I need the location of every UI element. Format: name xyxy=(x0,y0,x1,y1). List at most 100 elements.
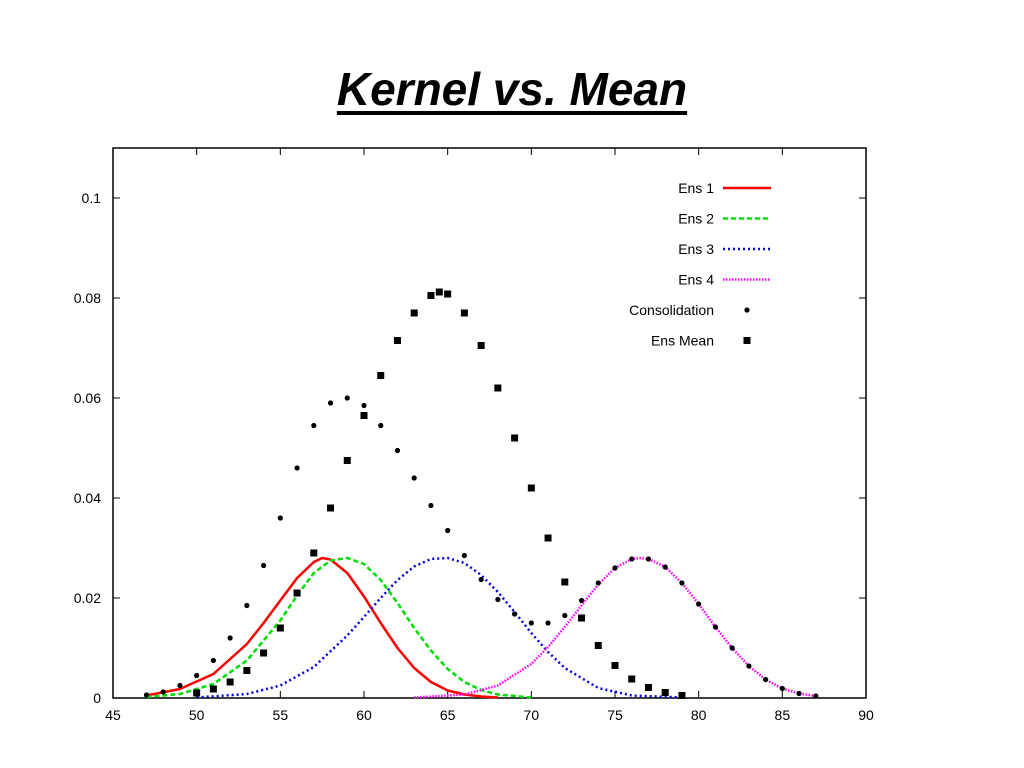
point-consolidation xyxy=(729,645,735,651)
x-tick-label: 80 xyxy=(691,707,707,723)
point-consolidation xyxy=(595,580,601,586)
point-ens-mean xyxy=(578,614,586,622)
point-consolidation xyxy=(311,422,317,429)
point-consolidation xyxy=(662,564,668,570)
legend-swatch-consolidation xyxy=(744,307,750,313)
point-consolidation xyxy=(445,527,451,534)
point-ens-mean xyxy=(511,434,519,442)
point-ens-mean xyxy=(678,692,686,699)
x-tick-label: 60 xyxy=(356,707,372,723)
y-tick-label: 0.04 xyxy=(74,490,101,506)
point-ens-mean xyxy=(276,624,284,632)
point-ens-mean xyxy=(435,288,443,296)
point-ens-mean xyxy=(611,662,619,669)
x-tick-label: 90 xyxy=(858,707,874,723)
point-consolidation xyxy=(679,580,685,586)
point-ens-mean xyxy=(293,589,301,597)
point-consolidation xyxy=(461,552,467,559)
point-ens-mean xyxy=(193,689,201,697)
x-tick-label: 65 xyxy=(440,707,456,723)
point-consolidation xyxy=(495,596,501,603)
point-consolidation xyxy=(511,611,518,617)
point-ens-mean xyxy=(527,484,535,492)
point-consolidation xyxy=(746,663,752,669)
point-consolidation xyxy=(712,624,719,630)
point-consolidation xyxy=(227,635,233,641)
point-ens-mean xyxy=(410,309,418,317)
point-ens-mean xyxy=(561,578,569,586)
point-consolidation xyxy=(160,689,166,695)
x-tick-label: 45 xyxy=(105,707,121,723)
x-tick-label: 55 xyxy=(273,707,289,723)
legend-label-consolidation: Consolidation xyxy=(629,302,714,318)
point-consolidation xyxy=(378,422,384,429)
point-consolidation xyxy=(612,565,618,571)
point-consolidation xyxy=(578,597,585,604)
point-consolidation xyxy=(194,672,200,679)
point-consolidation xyxy=(645,556,652,562)
point-consolidation xyxy=(294,465,300,471)
point-ens-mean xyxy=(226,678,234,686)
point-consolidation xyxy=(244,602,250,609)
plot-frame xyxy=(112,147,867,699)
point-ens-mean xyxy=(393,337,401,344)
legend-label-ens-mean: Ens Mean xyxy=(651,333,714,349)
point-consolidation xyxy=(545,620,551,626)
legend-label-ens-4: Ens 4 xyxy=(678,272,714,288)
point-ens-mean xyxy=(661,689,669,696)
point-consolidation xyxy=(696,601,702,607)
point-consolidation xyxy=(361,402,367,409)
point-consolidation xyxy=(796,690,802,697)
point-consolidation xyxy=(277,515,283,521)
point-ens-mean xyxy=(260,649,268,657)
point-ens-mean xyxy=(544,534,552,542)
x-tick-label: 85 xyxy=(775,707,791,723)
point-ens-mean xyxy=(494,384,502,392)
series-line-ens-2 xyxy=(146,556,532,699)
chart-title: Kernel vs. Mean xyxy=(336,63,688,115)
point-ens-mean xyxy=(377,372,385,379)
point-consolidation xyxy=(411,475,417,481)
point-ens-mean xyxy=(460,309,468,317)
point-consolidation xyxy=(428,502,434,509)
point-consolidation xyxy=(344,395,350,401)
point-consolidation xyxy=(143,692,150,698)
legend-label-ens-2: Ens 2 xyxy=(678,211,714,227)
point-ens-mean xyxy=(477,342,485,349)
y-tick-label: 0 xyxy=(93,690,101,706)
point-ens-mean xyxy=(444,290,452,298)
point-ens-mean xyxy=(360,412,368,419)
point-ens-mean xyxy=(343,457,351,464)
point-consolidation xyxy=(779,685,785,692)
point-ens-mean xyxy=(594,642,602,649)
point-consolidation xyxy=(478,576,484,583)
point-ens-mean xyxy=(310,549,318,557)
series-line-ens-4 xyxy=(414,556,816,699)
legend-label-ens-1: Ens 1 xyxy=(678,180,714,196)
point-consolidation xyxy=(813,693,819,699)
x-tick-label: 70 xyxy=(524,707,540,723)
point-ens-mean xyxy=(209,685,217,693)
point-ens-mean xyxy=(243,667,251,674)
point-consolidation xyxy=(394,447,401,454)
point-consolidation xyxy=(210,657,216,664)
point-consolidation xyxy=(629,556,635,562)
x-tick-label: 50 xyxy=(189,707,205,723)
y-tick-label: 0.1 xyxy=(82,190,102,206)
point-ens-mean xyxy=(628,675,636,683)
point-consolidation xyxy=(177,682,183,689)
point-ens-mean xyxy=(427,292,435,299)
point-consolidation xyxy=(763,676,769,683)
point-ens-mean xyxy=(327,504,335,512)
point-consolidation xyxy=(528,620,534,626)
point-ens-mean xyxy=(644,684,652,691)
point-consolidation xyxy=(261,562,267,569)
series-line-ens-1 xyxy=(146,556,498,699)
y-tick-label: 0.02 xyxy=(74,590,101,606)
series-line-ens-3 xyxy=(196,556,682,699)
point-consolidation xyxy=(562,612,568,619)
x-tick-label: 75 xyxy=(607,707,623,723)
legend-label-ens-3: Ens 3 xyxy=(678,241,714,257)
y-tick-label: 0.06 xyxy=(74,390,101,406)
